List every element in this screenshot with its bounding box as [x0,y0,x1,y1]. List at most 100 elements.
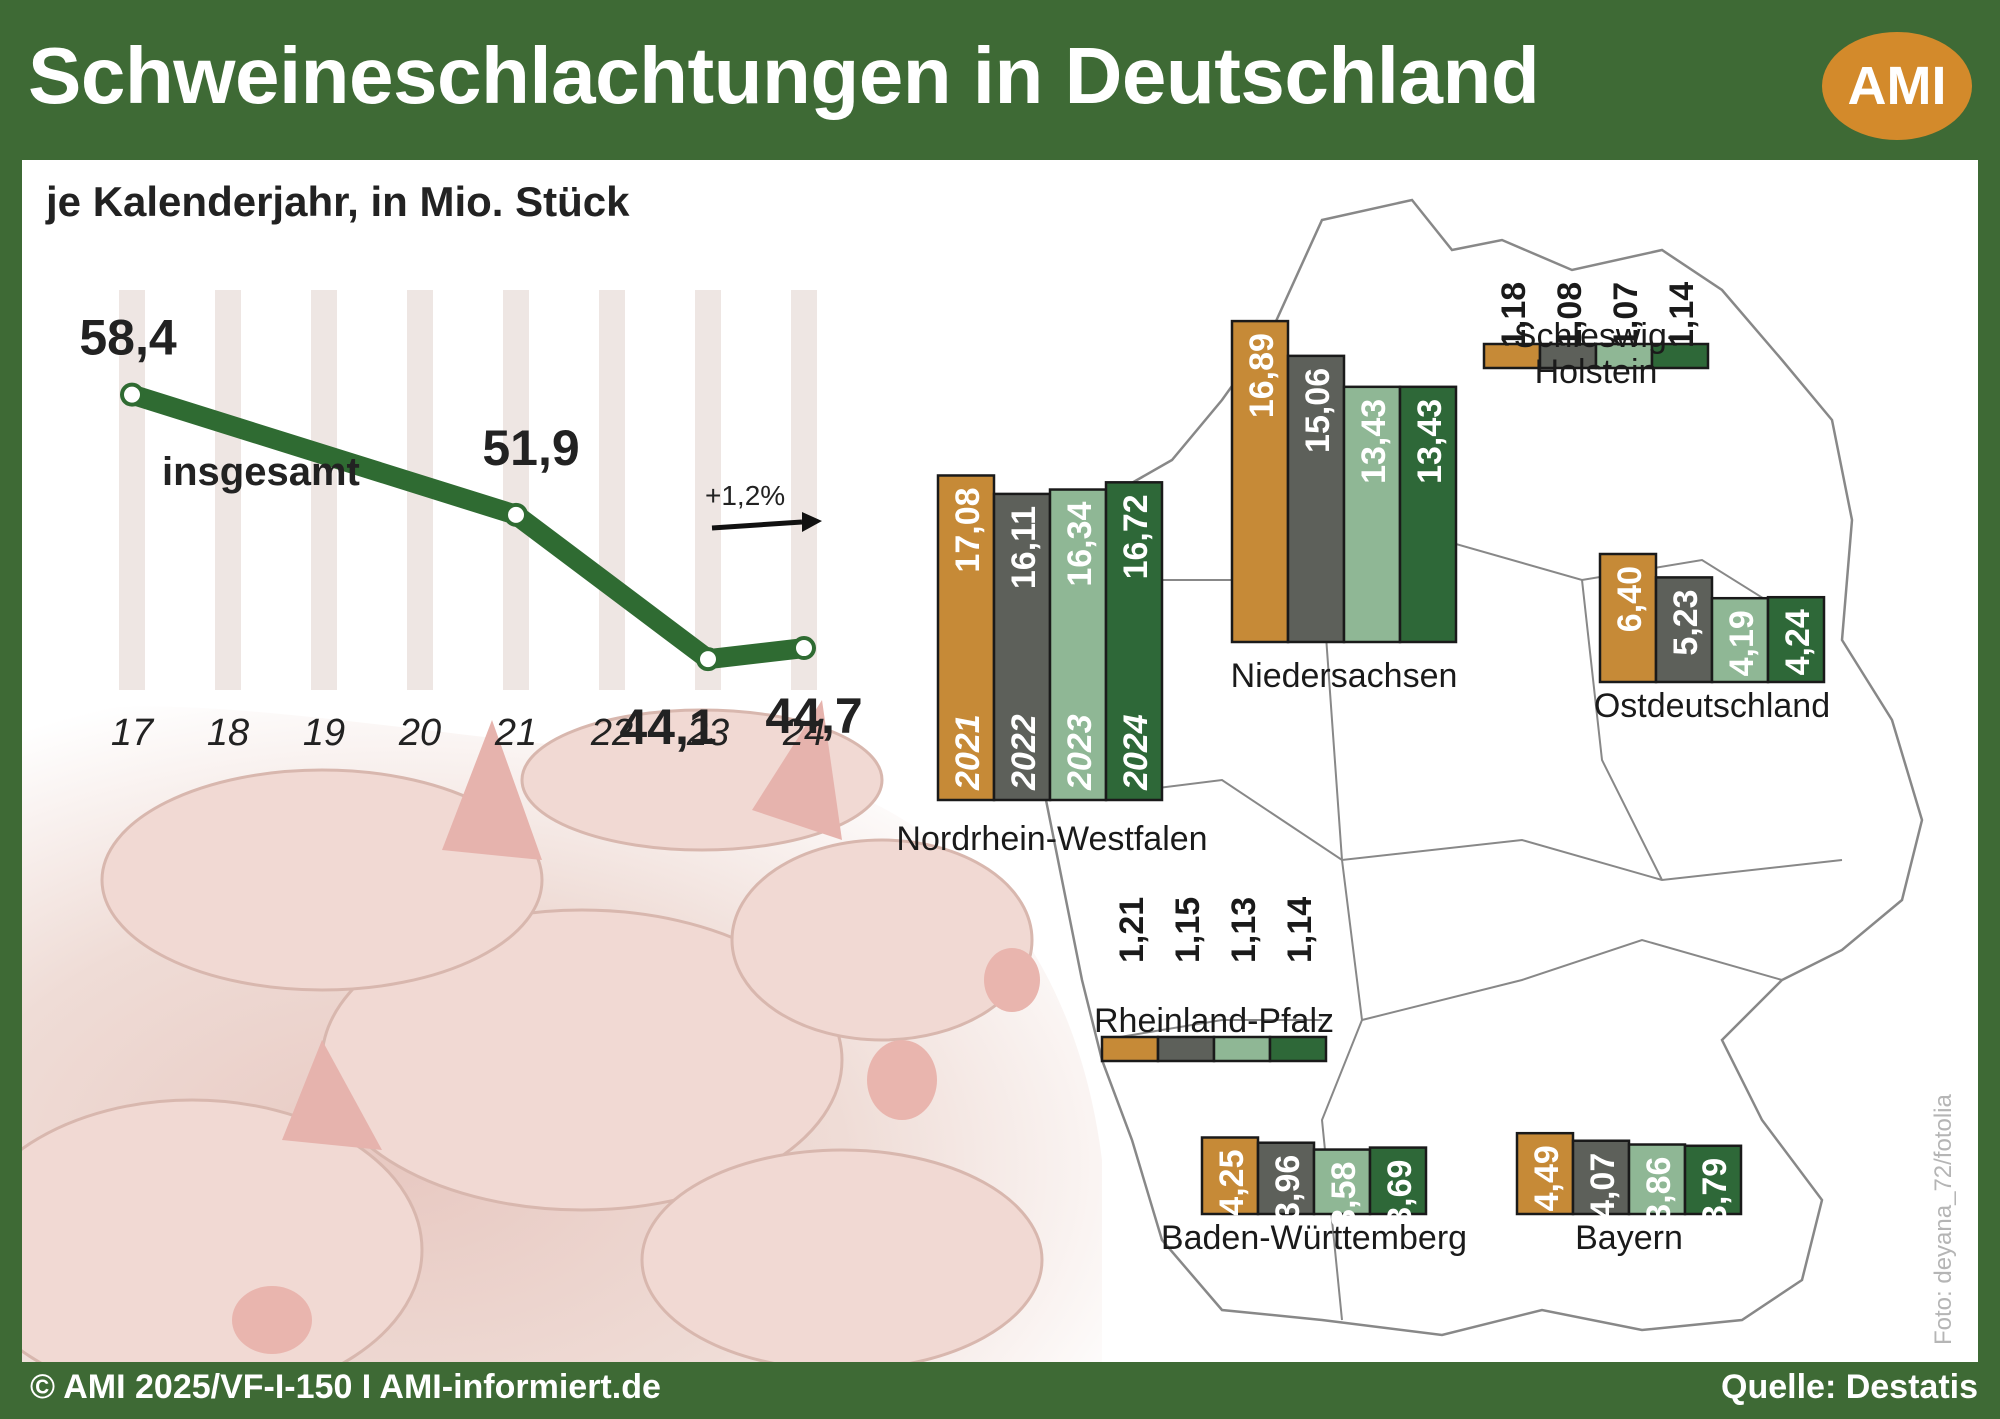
page-title: Schweineschlachtungen in Deutschland [28,31,1540,120]
bar-value-label: 1,21 [1113,897,1151,963]
logo-text: AMI [1847,56,1947,116]
photo-credit: Foto: deyana_72/fotolia [1930,1094,1957,1345]
year-stripe [119,290,145,690]
bar [1482,342,1542,370]
region-rheinland-pfalz: 1,21 1,15 1,13 1,14 Rheinland-Pfalz [1094,897,1334,1063]
region-name-label: Niedersachsen [1231,657,1458,695]
region-name-label: Schleswig- [1514,317,1678,355]
year-stripes [119,290,817,690]
bar-value-label: 4,19 [1723,610,1761,676]
bar-value-label: 13,43 [1411,399,1449,484]
bar-value-label: 16,89 [1243,333,1281,418]
x-tick-label: 23 [686,712,729,754]
series-line [122,384,814,670]
change-annotation: +1,2% [705,480,785,511]
chart-subtitle: je Kalenderjahr, in Mio. Stück [46,178,630,225]
year-stripe [599,290,625,690]
series-label: insgesamt [162,450,360,494]
x-tick-label: 21 [494,712,537,754]
content-panel: 58,4 51,9 44,1 44,7 17 18 19 20 21 22 23 24 insges… [22,160,1978,1362]
bar-value-label: 4,49 [1528,1145,1566,1211]
bar-value-label: 13,43 [1355,399,1393,484]
region-name-label: Baden-Württemberg [1161,1219,1467,1257]
x-tick-label: 18 [207,712,249,754]
bar-value-label: 1,08 [1551,282,1589,348]
bar [1286,354,1346,644]
bar [1312,1148,1372,1216]
line-chart: 58,4 51,9 44,1 44,7 17 18 19 20 21 22 23 24 insges… [79,310,862,756]
bar [1538,342,1598,370]
footer-source: Quelle: Destatis [1721,1368,1978,1406]
year-stripe [791,290,817,690]
year-stripe [215,290,241,690]
bar [1200,1136,1260,1216]
bar-value-label: 3,79 [1696,1158,1734,1224]
region-name-label: Rheinland-Pfalz [1094,1002,1334,1040]
data-point [696,647,720,672]
x-tick-label: 20 [398,712,441,754]
bar-value-label: 3,86 [1640,1157,1678,1223]
bar-value-label: 16,11 [1005,506,1043,589]
x-tick-label: 19 [303,712,345,754]
x-tick-label: 22 [590,712,633,754]
bar [1627,1143,1687,1216]
bar [1683,1144,1743,1216]
bar [936,474,996,802]
bar-value-label: 1,14 [1281,897,1319,963]
year-stripe [311,290,337,690]
bar-value-label: 16,72 [1117,494,1155,579]
region-ostdeutschland: 6,40 5,23 4,19 4,24 Ostdeutschland [1594,552,1830,725]
pig-shapes [22,708,1044,1362]
year-label: 2022 [1005,714,1043,791]
bar [1100,1035,1160,1063]
bar-value-label: 1,18 [1495,282,1533,348]
region-niedersachsen: 16,89 15,06 13,43 13,43 Niedersachsen [1231,319,1458,695]
region-name-label: Nordrhein-Westfalen [896,820,1207,858]
pig-snouts [232,948,1040,1354]
year-stripe [503,290,529,690]
data-label: 44,7 [765,688,862,744]
arrow-icon [711,512,822,532]
region-name-label: Bayern [1575,1219,1683,1257]
ami-logo: AMI [1822,32,1972,140]
region-nordrhein-westfalen: 17,08 2021 16,11 2022 16,34 2023 16,72 2024 Nord… [896,474,1208,858]
bar-value-label: 15,06 [1299,368,1337,453]
bar [1710,596,1770,684]
bar-value-label: 3,58 [1325,1162,1363,1228]
x-tick-label: 17 [111,712,155,754]
bar [1766,595,1826,684]
bar-value-label: 17,08 [949,487,987,572]
bar [1268,1035,1328,1063]
bar [1104,481,1164,802]
bar [992,492,1052,802]
data-label: 58,4 [79,310,177,366]
region-name-label: Ostdeutschland [1594,687,1830,725]
data-point [792,636,816,661]
data-point [504,502,528,527]
data-label: 51,9 [482,420,579,476]
bar-value-label: 4,07 [1584,1153,1622,1219]
bar [1398,385,1458,644]
bar-value-label: 16,34 [1061,501,1099,586]
year-label: 2024 [1117,714,1155,791]
bar-value-label: 1,15 [1169,897,1207,963]
bar-value-label: 1,07 [1607,282,1645,348]
year-stripe [695,290,721,690]
bar-value-label: 4,25 [1213,1150,1251,1216]
bar [1212,1035,1272,1063]
bar-value-label: 1,13 [1225,897,1263,963]
bar-value-label: 1,14 [1663,282,1701,348]
bar [1368,1146,1428,1216]
bar-value-label: 3,69 [1381,1160,1419,1226]
bar-value-label: 6,40 [1611,566,1649,632]
region-bayern: 4,49 4,07 3,86 3,79 Bayern [1515,1131,1743,1257]
footer-copyright: © AMI 2025/VF-I-150 I AMI-informiert.de [30,1368,661,1406]
bar-value-label: 5,23 [1667,589,1705,655]
data-label: 44,1 [619,699,716,755]
pig-ears [282,700,842,1150]
data-point [120,382,144,407]
x-tick-label: 24 [782,712,825,754]
